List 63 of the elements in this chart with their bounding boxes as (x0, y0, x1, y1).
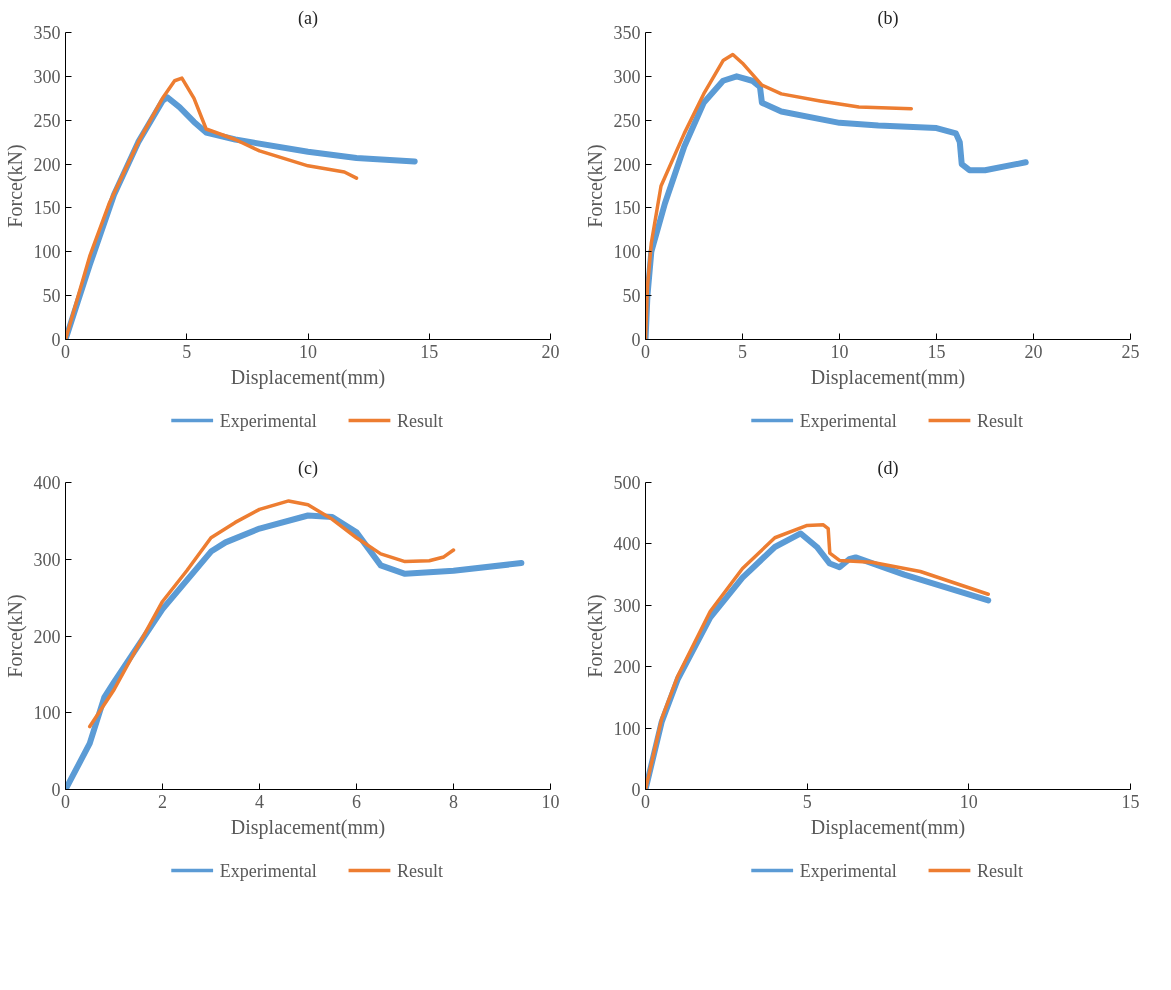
y-tick-label: 250 (33, 110, 61, 131)
y-tick-label: 300 (33, 66, 61, 87)
line-series (645, 52, 914, 340)
x-tick-label: 15 (420, 341, 439, 362)
y-tick-label: 250 (613, 110, 641, 131)
chart-title: (d) (877, 457, 899, 479)
x-tick-label: 6 (352, 791, 361, 812)
y-tick-label: 200 (613, 154, 641, 175)
legend-label: Result (977, 410, 1024, 431)
y-axis-title: Force(kN) (583, 144, 607, 228)
y-axis-title: Force(kN) (583, 594, 607, 678)
x-tick-label: 25 (1121, 341, 1140, 362)
x-tick-label: 20 (541, 341, 560, 362)
y-tick-label: 100 (613, 242, 641, 263)
x-tick-label: 5 (182, 341, 192, 362)
x-tick-label: 10 (299, 341, 317, 362)
legend-label: Result (397, 410, 444, 431)
legend-label: Experimental (799, 410, 897, 431)
x-tick-label: 20 (1024, 341, 1043, 362)
y-tick-label: 200 (33, 154, 61, 175)
x-axis-title: Displacement(mm) (230, 815, 386, 839)
legend-label: Experimental (799, 860, 897, 881)
y-tick-label: 100 (33, 242, 61, 263)
y-tick-label: 350 (613, 23, 641, 43)
line-series (88, 499, 456, 729)
y-tick-label: 50 (42, 286, 61, 307)
y-tick-label: 150 (613, 198, 641, 219)
legend-label: Result (977, 860, 1024, 881)
y-tick-label: 350 (33, 23, 61, 43)
legend-label: Result (397, 860, 444, 881)
legend-label: Experimental (219, 410, 317, 431)
y-tick-label: 200 (613, 657, 641, 678)
x-axis-title: Displacement(mm) (810, 365, 966, 389)
y-tick-label: 300 (33, 549, 61, 570)
x-tick-label: 10 (541, 791, 560, 812)
y-tick-label: 100 (33, 703, 61, 724)
y-tick-label: 500 (613, 473, 641, 493)
y-tick-label: 50 (622, 286, 641, 307)
x-axis-title: Displacement(mm) (230, 365, 386, 389)
chart-title: (a) (298, 7, 318, 29)
x-tick-label: 2 (158, 791, 167, 812)
x-tick-label: 10 (959, 791, 978, 812)
y-tick-label: 300 (613, 595, 641, 616)
y-tick-label: 400 (33, 473, 61, 493)
chart-title: (c) (298, 457, 318, 479)
y-tick-label: 200 (33, 626, 61, 647)
x-tick-label: 4 (255, 791, 264, 812)
y-tick-label: 300 (613, 66, 641, 87)
y-axis-title: Force(kN) (3, 144, 27, 228)
x-tick-label: 8 (449, 791, 458, 812)
x-tick-label: 5 (738, 341, 747, 362)
y-tick-label: 400 (613, 534, 641, 555)
y-axis-title: Force(kN) (3, 594, 27, 678)
y-tick-label: 100 (613, 718, 641, 739)
y-tick-label: 150 (33, 198, 61, 219)
line-series (65, 76, 359, 340)
x-tick-label: 15 (1121, 791, 1140, 812)
x-tick-label: 15 (927, 341, 946, 362)
chart-title: (b) (877, 7, 899, 29)
legend-label: Experimental (219, 860, 317, 881)
x-tick-label: 10 (830, 341, 849, 362)
x-tick-label: 5 (802, 791, 812, 812)
x-axis-title: Displacement(mm) (810, 815, 966, 839)
